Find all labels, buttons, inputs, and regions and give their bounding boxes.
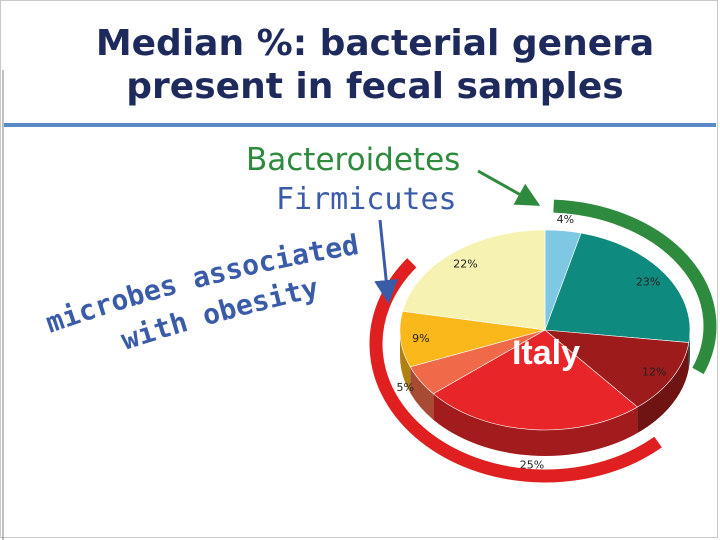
pie-side-5 (400, 330, 411, 393)
pie-slice-2 (544, 329, 690, 408)
bacteroidetes-highlight-arc (553, 199, 717, 375)
pie-slice-labels: 4% 23% 12% 25% 5% 9% 22% (396, 213, 666, 472)
pie-label-3: 25% (520, 459, 544, 472)
bacteroidetes-arrow (477, 169, 541, 206)
pie-label-4: 5% (396, 381, 413, 394)
slide-title: Median %: bacterial genera present in fe… (40, 22, 710, 108)
pie-side-1 (688, 330, 690, 369)
pie-slice-6 (402, 229, 546, 331)
firmicutes-label: Firmicutes (276, 182, 457, 217)
pie-center-label: Italy (512, 334, 580, 372)
firmicutes-arrow (374, 219, 399, 304)
pie-side-4 (410, 366, 434, 420)
pie-label-5: 9% (412, 332, 429, 345)
pie-slice-1 (544, 232, 691, 343)
title-line-1: Median %: bacterial genera (95, 23, 655, 64)
left-edge-line (2, 70, 4, 540)
pie-slice-5 (399, 310, 546, 368)
pie-label-2: 12% (642, 365, 666, 378)
pie-side-walls (400, 330, 690, 456)
firmicutes-highlight-arc (369, 258, 662, 483)
pie-slice-3 (432, 329, 638, 431)
pie-side-2 (637, 342, 689, 434)
bacteroidetes-label: Bacteroidetes (246, 142, 461, 178)
pie-slices (399, 229, 691, 431)
title-underline (4, 123, 716, 127)
pie-label-0: 4% (557, 213, 574, 226)
pie-label-6: 22% (453, 258, 477, 271)
pie-label-1: 23% (636, 276, 660, 289)
title-line-2: present in fecal samples (126, 66, 624, 107)
pie-side-3 (433, 393, 638, 456)
